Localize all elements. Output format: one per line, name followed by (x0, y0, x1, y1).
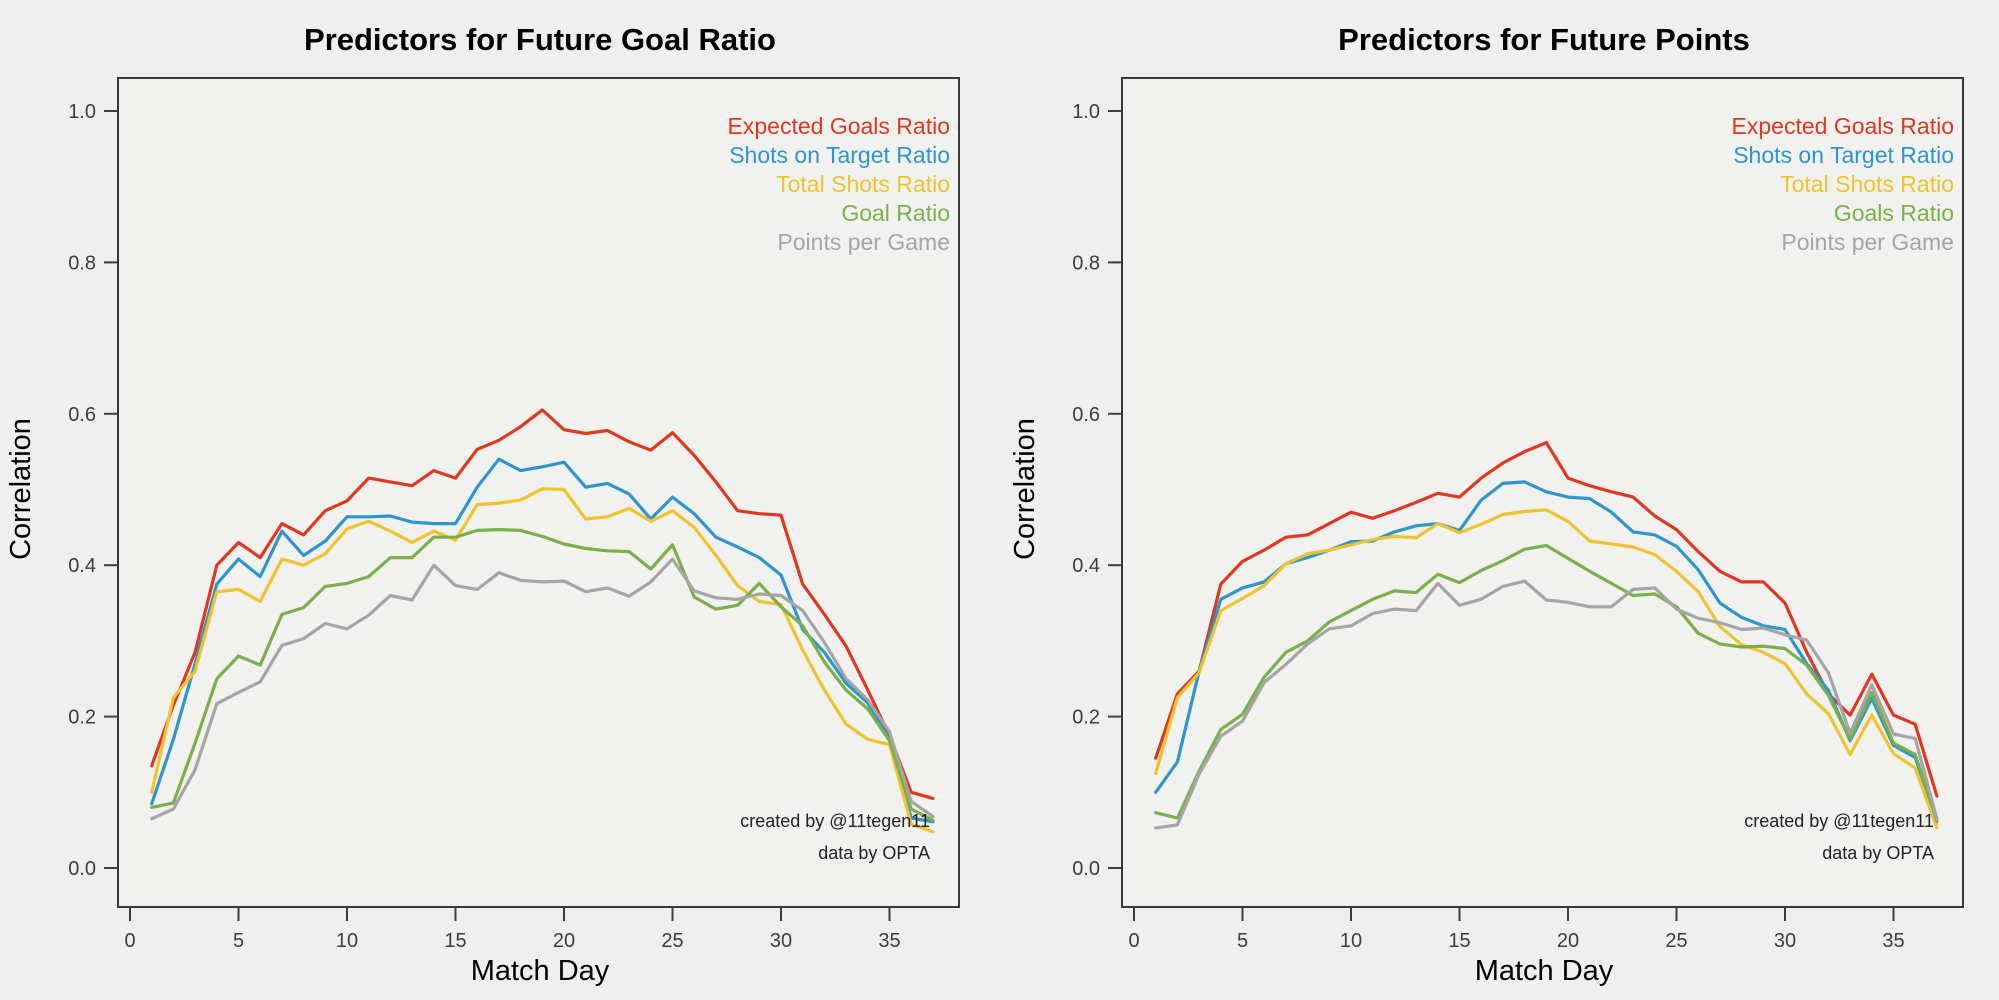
legend-shots-on-target-ratio: Shots on Target Ratio (729, 142, 950, 168)
chart-future-points: Predictors for Future Points Match Day C… (1009, 22, 1964, 987)
y-tick-label-0.2: 0.2 (68, 707, 96, 729)
series-lines (1154, 441, 1939, 830)
x-tick-label-0: 0 (1128, 930, 1139, 952)
series-line-points-per-game (1154, 579, 1939, 830)
y-tick-label-0.2: 0.2 (1072, 707, 1100, 729)
series-line-shots-on-target-ratio (150, 457, 935, 824)
y-tick-label-0.0: 0.0 (1072, 858, 1100, 880)
x-tick-label-10: 10 (1340, 930, 1362, 952)
y-tick-label-0.6: 0.6 (68, 404, 96, 426)
x-tick-label-30: 30 (1774, 930, 1796, 952)
y-axis-ticks: 1.0 0.8 0.6 0.4 0.2 0.0 (1072, 101, 1122, 880)
x-tick-label-10: 10 (336, 930, 358, 952)
x-tick-label-25: 25 (1665, 930, 1687, 952)
chart-future-goal-ratio: Predictors for Future Goal Ratio Match D… (5, 22, 960, 987)
data-source-annotation: data by OPTA (1822, 843, 1934, 863)
data-source-annotation: data by OPTA (818, 843, 930, 863)
y-tick-label-0.8: 0.8 (1072, 252, 1100, 274)
y-tick-label-0.4: 0.4 (68, 555, 96, 577)
legend-expected-goals-ratio: Expected Goals Ratio (1732, 113, 1954, 139)
y-tick-label-0.8: 0.8 (68, 252, 96, 274)
x-tick-label-30: 30 (770, 930, 792, 952)
x-tick-label-20: 20 (553, 930, 575, 952)
y-axis-label: Correlation (1009, 418, 1041, 560)
legend-total-shots-ratio: Total Shots Ratio (1780, 171, 1954, 197)
series-line-total-shots-ratio (150, 487, 935, 834)
series-line-points-per-game (150, 557, 935, 821)
credit-annotation: created by @11tegen11 (740, 811, 930, 831)
legend-expected-goals-ratio: Expected Goals Ratio (728, 113, 950, 139)
y-tick-label-0.6: 0.6 (1072, 404, 1100, 426)
chart-title: Predictors for Future Goal Ratio (304, 22, 776, 57)
legend-total-shots-ratio: Total Shots Ratio (776, 171, 950, 197)
y-tick-label-1.0: 1.0 (1072, 101, 1100, 123)
x-axis-ticks: 0 5 10 15 20 25 30 35 (124, 907, 901, 952)
series-line-goal-ratio (150, 527, 935, 822)
series-lines (150, 408, 935, 834)
x-tick-label-0: 0 (124, 930, 135, 952)
legend-goal-ratio: Goal Ratio (841, 200, 950, 226)
legend-points-per-game: Points per Game (777, 229, 950, 255)
credit-annotation: created by @11tegen11 (1744, 811, 1934, 831)
x-axis-label: Match Day (471, 955, 610, 987)
x-tick-label-15: 15 (444, 930, 466, 952)
legend-points-per-game: Points per Game (1781, 229, 1954, 255)
x-tick-label-35: 35 (1882, 930, 1904, 952)
y-axis-label: Correlation (5, 418, 37, 560)
x-tick-label-20: 20 (1557, 930, 1579, 952)
series-line-expected-goals-ratio (1154, 441, 1939, 798)
legend-goals-ratio: Goals Ratio (1834, 200, 1954, 226)
y-tick-label-1.0: 1.0 (68, 101, 96, 123)
legend-shots-on-target-ratio: Shots on Target Ratio (1733, 142, 1954, 168)
x-tick-label-25: 25 (661, 930, 683, 952)
x-axis-ticks: 0 5 10 15 20 25 30 35 (1128, 907, 1905, 952)
legend: Expected Goals Ratio Shots on Target Rat… (1732, 113, 1954, 255)
x-tick-label-5: 5 (233, 930, 244, 952)
series-line-expected-goals-ratio (150, 408, 935, 801)
y-tick-label-0.4: 0.4 (1072, 555, 1100, 577)
x-axis-label: Match Day (1475, 955, 1614, 987)
x-tick-label-35: 35 (878, 930, 900, 952)
series-line-goals-ratio (1154, 543, 1939, 823)
plot-panel (1121, 77, 1964, 908)
legend: Expected Goals Ratio Shots on Target Rat… (728, 113, 950, 255)
y-tick-label-0.0: 0.0 (68, 858, 96, 880)
y-axis-ticks: 1.0 0.8 0.6 0.4 0.2 0.0 (68, 101, 118, 880)
series-line-total-shots-ratio (1154, 508, 1939, 830)
x-tick-label-5: 5 (1237, 930, 1248, 952)
x-tick-label-15: 15 (1448, 930, 1470, 952)
chart-title: Predictors for Future Points (1338, 22, 1750, 57)
